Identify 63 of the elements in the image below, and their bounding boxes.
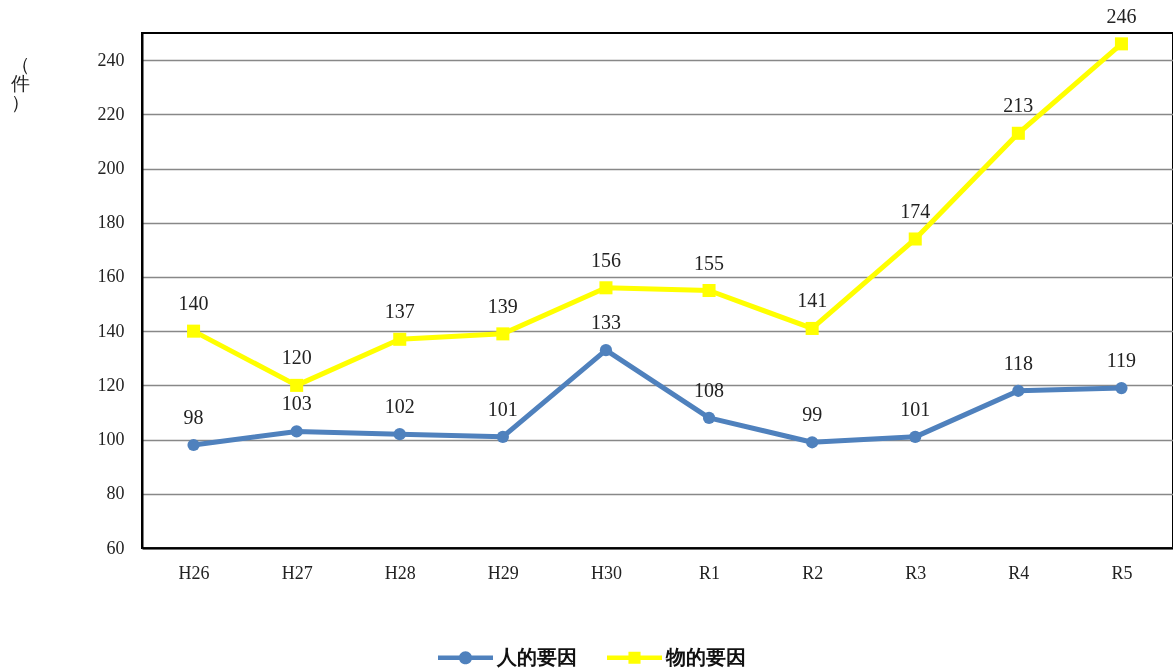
x-tick-label: R1 [699,562,721,583]
point [599,344,613,357]
point [496,430,509,443]
data-label: 133 [590,311,621,334]
data-label: 140 [178,292,209,315]
x-tick-label: H29 [487,562,519,583]
point [290,378,304,392]
data-label: 119 [1106,349,1137,372]
y-tick-label: 100 [97,429,125,450]
point [1115,381,1128,395]
point [702,411,716,425]
x-tick-label: R5 [1111,562,1133,583]
point [805,321,819,335]
x-tick-label: H28 [384,562,416,583]
data-label: 99 [802,403,823,426]
data-label: 120 [281,346,312,369]
x-tick-label: H26 [178,562,210,583]
point [1012,384,1025,397]
point [1011,126,1025,140]
point [393,428,406,441]
x-tick-label: R3 [905,562,927,583]
point [908,232,922,246]
y-axis-title: （件） [11,53,30,113]
y-tick-label: 160 [97,266,125,287]
x-tick-label: R4 [1008,562,1030,583]
data-label: 213 [1003,94,1034,117]
x-tick-label: R2 [802,562,824,583]
point [290,425,303,438]
data-label: 101 [900,397,931,420]
data-label: 141 [797,289,828,312]
point [599,281,613,295]
data-label: 118 [1003,351,1033,374]
y-tick-label: 220 [97,103,125,124]
point [393,332,407,346]
point [909,430,922,443]
data-label: 103 [281,392,312,415]
legend-label: 人的要因 [496,645,577,668]
data-label: 139 [487,294,518,317]
x-tick-label: H27 [281,562,313,583]
point [187,438,200,452]
point [1114,37,1128,51]
point [187,324,201,338]
data-label: 174 [900,200,931,222]
y-tick-label: 60 [106,537,125,558]
data-label: 156 [590,248,621,271]
y-tick-label: 80 [106,483,125,504]
data-label: 98 [183,406,204,428]
x-tick-label: H30 [590,562,622,583]
data-label: 155 [694,251,725,274]
point [702,283,716,298]
data-label: 246 [1106,4,1137,27]
y-tick-label: 120 [97,374,125,395]
y-tick-label: 240 [97,49,125,70]
legend-label: 物的要因 [665,645,746,668]
y-tick-label: 140 [97,320,125,341]
data-label: 137 [384,300,415,323]
data-label: 102 [384,395,415,418]
data-label: 108 [694,378,725,401]
point [496,327,510,341]
point [806,436,819,449]
y-tick-label: 180 [97,212,125,233]
data-label: 101 [487,397,518,420]
y-tick-label: 200 [97,158,125,179]
